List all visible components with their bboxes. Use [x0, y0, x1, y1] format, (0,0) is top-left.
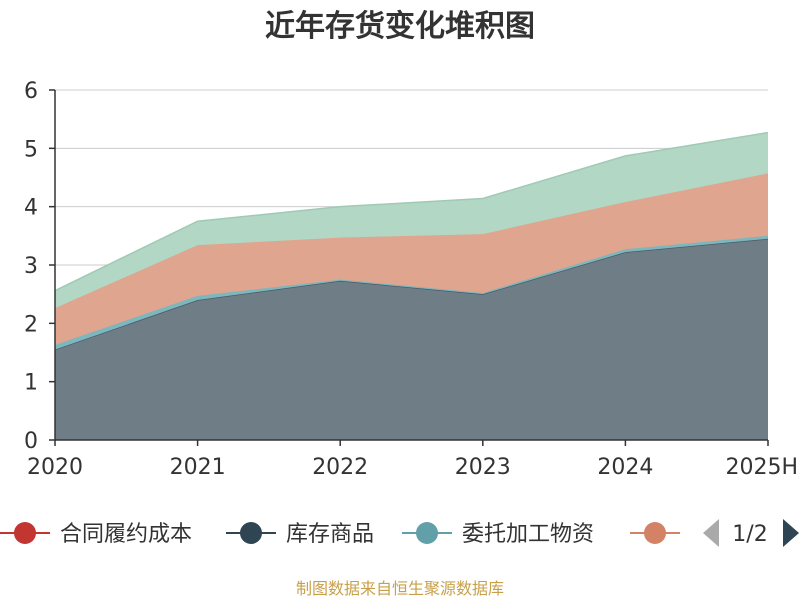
x-tick-label: 2025H	[725, 455, 798, 480]
y-tick-label: 0	[24, 429, 38, 454]
legend-item[interactable]: 库存商品	[226, 522, 374, 547]
legend-marker	[644, 522, 666, 544]
legend-marker	[14, 522, 36, 544]
legend-prev-icon[interactable]	[703, 519, 719, 547]
legend-item[interactable]: 委托加工物资	[402, 522, 594, 547]
axes: 0 1 2 3 4 5 6 2020 2021 2022 2023 2024 2025H	[24, 79, 798, 480]
y-tick-label: 3	[24, 254, 38, 279]
plot-area	[54, 131, 769, 440]
chart-title: 近年存货变化堆积图	[265, 9, 535, 44]
legend-label: 合同履约成本	[60, 522, 192, 547]
legend-marker	[416, 522, 438, 544]
legend-marker	[240, 522, 262, 544]
area-series-0	[55, 238, 768, 440]
x-tick-label: 2024	[597, 455, 653, 480]
legend-item[interactable]: 合同履约成本	[0, 522, 192, 547]
legend-page-indicator: 1/2	[732, 522, 767, 547]
x-tick-label: 2021	[170, 455, 226, 480]
x-tick-label: 2020	[27, 455, 83, 480]
legend-next-icon[interactable]	[783, 519, 799, 547]
legend-label: 委托加工物资	[462, 522, 594, 547]
area-line-3	[54, 131, 769, 292]
y-tick-label: 1	[24, 371, 38, 396]
y-tick-label: 6	[24, 79, 38, 104]
y-tick-label: 2	[24, 312, 38, 337]
y-tick-label: 5	[24, 137, 38, 162]
source-note: 制图数据来自恒生聚源数据库	[296, 579, 504, 598]
legend-item[interactable]	[630, 522, 680, 544]
legend-label: 库存商品	[286, 522, 374, 547]
y-tick-label: 4	[24, 196, 38, 221]
area-series-2	[55, 173, 768, 345]
x-tick-label: 2022	[312, 455, 368, 480]
x-tick-label: 2023	[455, 455, 511, 480]
area-series-3	[55, 132, 768, 309]
legend[interactable]: 合同履约成本 库存商品 委托加工物资 1/2	[0, 519, 799, 547]
